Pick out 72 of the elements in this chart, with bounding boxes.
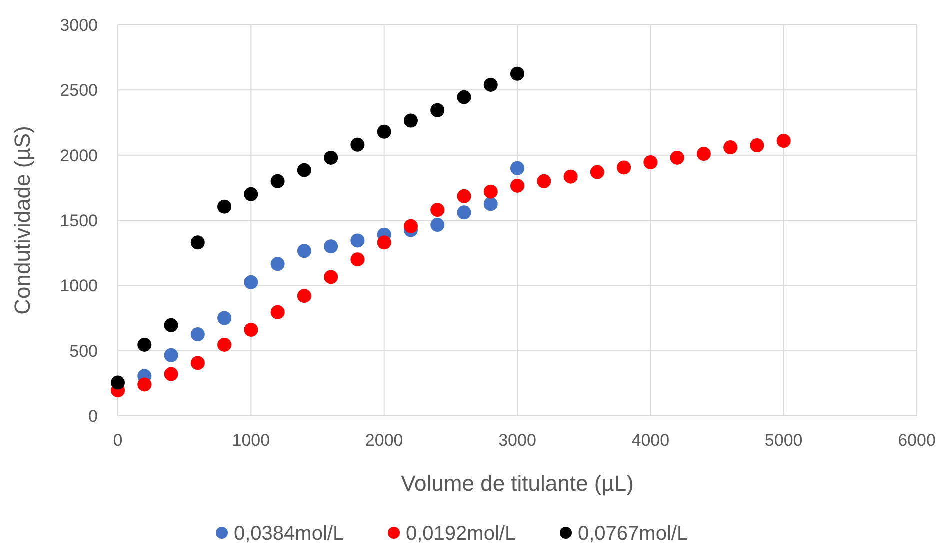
x-axis-title: Volume de titulante (µL) <box>401 471 634 496</box>
x-tick-label: 5000 <box>764 431 803 450</box>
point <box>190 328 205 342</box>
point <box>510 161 524 176</box>
point <box>190 356 205 370</box>
point <box>190 236 205 250</box>
point <box>244 187 258 202</box>
point <box>270 257 285 272</box>
point <box>244 322 258 337</box>
y-tick-label: 1000 <box>60 276 98 296</box>
point <box>324 240 338 254</box>
point <box>324 150 338 165</box>
point <box>297 163 312 178</box>
y-tick-label: 1500 <box>60 211 98 230</box>
x-tick-label: 1000 <box>232 431 270 450</box>
point <box>164 367 178 382</box>
point <box>111 376 125 390</box>
y-tick-label: 2500 <box>60 81 98 100</box>
legend-label: 0,0192mol/L <box>406 523 516 543</box>
point <box>750 138 764 153</box>
point <box>324 270 338 284</box>
x-tick-label: 2000 <box>365 431 404 450</box>
point <box>696 147 711 162</box>
point <box>510 66 524 81</box>
y-axis-title: Condutividade (µS) <box>10 126 35 315</box>
point <box>404 114 418 128</box>
y-tick-label: 500 <box>70 342 98 361</box>
point <box>297 289 312 304</box>
point <box>724 140 738 155</box>
point <box>218 311 232 326</box>
x-tick-label: 6000 <box>898 431 936 450</box>
x-tick-label: 0 <box>113 431 123 450</box>
point <box>218 338 232 352</box>
legend-label: 0,0767mol/L <box>578 523 688 543</box>
x-tick-label: 4000 <box>632 431 670 450</box>
point <box>377 124 392 139</box>
point <box>617 160 632 175</box>
point <box>484 197 498 212</box>
point <box>350 138 365 152</box>
point <box>270 174 285 188</box>
point <box>457 90 472 104</box>
x-tick-label: 3000 <box>498 431 536 450</box>
point <box>404 219 418 234</box>
point <box>457 189 472 204</box>
point <box>164 318 178 332</box>
point <box>644 156 658 170</box>
point <box>484 78 498 92</box>
point <box>350 252 365 267</box>
point <box>457 206 472 220</box>
point <box>484 184 498 199</box>
point <box>164 348 178 362</box>
point <box>670 150 684 165</box>
point <box>350 234 365 248</box>
point <box>430 203 445 218</box>
point <box>297 244 312 258</box>
point <box>564 170 578 184</box>
point <box>430 218 445 232</box>
point <box>590 165 604 180</box>
point <box>270 305 285 320</box>
point <box>138 338 152 352</box>
point <box>138 378 152 392</box>
point <box>510 178 524 193</box>
y-tick-label: 3000 <box>60 16 98 35</box>
y-tick-label: 2000 <box>60 146 98 166</box>
point <box>377 236 392 250</box>
point <box>537 174 552 188</box>
legend-label: 0,0384mol/L <box>234 523 344 543</box>
point <box>244 275 258 290</box>
point <box>218 200 232 214</box>
y-tick-label: 0 <box>88 406 98 426</box>
point <box>776 134 791 148</box>
point <box>430 103 445 118</box>
